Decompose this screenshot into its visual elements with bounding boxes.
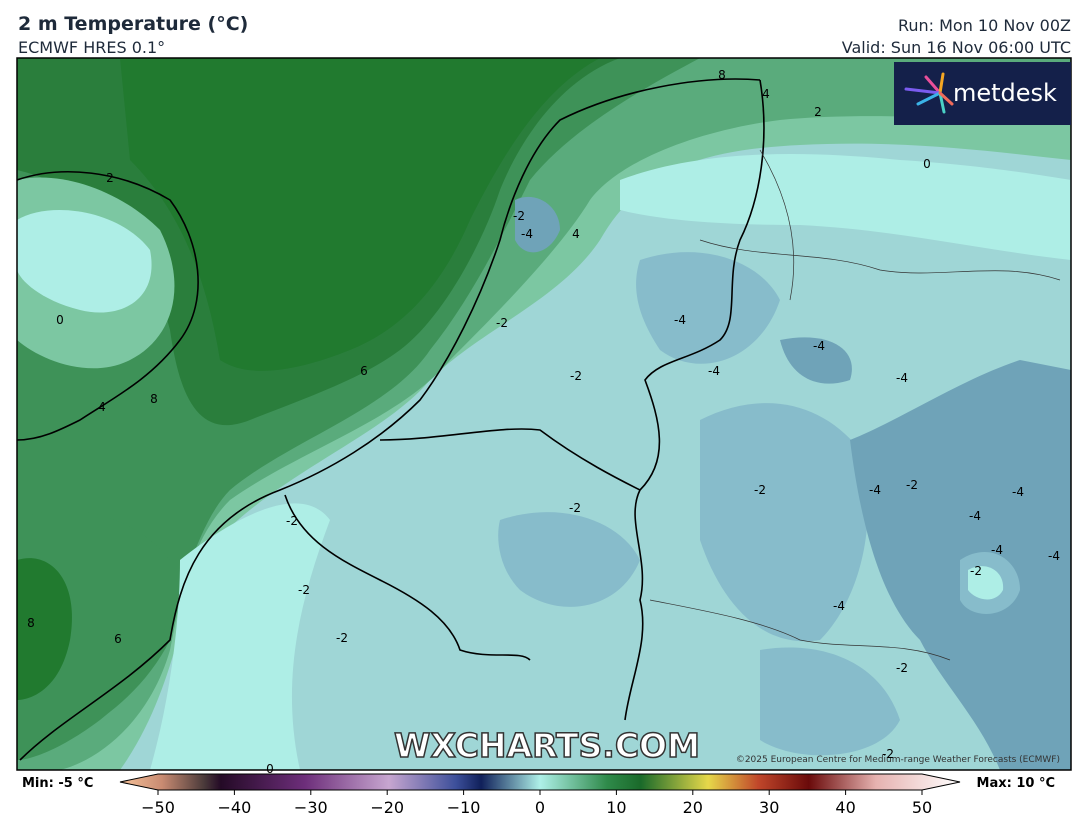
contour-label: -2 [570,369,582,383]
contour-label: -2 [896,661,908,675]
contour-label: -4 [1012,485,1024,499]
contour-label: -2 [882,747,894,761]
colorbar-tick-label: −40 [218,798,252,817]
valid-time: Valid: Sun 16 Nov 06:00 UTC [841,38,1071,57]
contour-label: 4 [572,227,580,241]
model: ECMWF HRES 0.1° [18,38,166,57]
contour-label: -2 [298,583,310,597]
contour-label: 0 [266,762,274,776]
contour-label: 8 [718,68,726,82]
colorbar-tick-label: −30 [294,798,328,817]
colorbar-tick-label: −10 [447,798,481,817]
logo-box: metdesk [894,62,1071,125]
contour-label: -2 [513,209,525,223]
contour-label: 0 [923,157,931,171]
colorbar-tick-label: 40 [835,798,855,817]
contour-label: 4 [762,87,770,101]
contour-label: 2 [814,105,822,119]
contour-label: 6 [114,632,122,646]
watermark: WXCHARTS.COM [394,726,700,765]
colorbar-tick-label: 30 [759,798,779,817]
contour-label: -2 [496,316,508,330]
contour-label: -4 [674,313,686,327]
colorbar-tick-label: 20 [683,798,703,817]
contour-label: 4 [98,400,106,414]
contour-label: -2 [906,478,918,492]
contour-label: -4 [1048,549,1060,563]
map-field [17,58,1071,770]
title: 2 m Temperature (°C) [18,13,249,35]
contour-label: -2 [970,564,982,578]
contour-label: -2 [286,514,298,528]
contour-label: 0 [56,313,64,327]
copyright: ©2025 European Centre for Medium-range W… [736,755,1060,765]
colorbar-tick-label: 0 [535,798,545,817]
contour-label: 6 [360,364,368,378]
contour-label: -2 [569,501,581,515]
colorbar-tick-label: 50 [912,798,932,817]
colorbar-min: Min: -5 °C [22,776,93,791]
contour-label: -4 [896,371,908,385]
contour-label: -2 [336,631,348,645]
contour-label: -2 [754,483,766,497]
contour-label: -4 [969,509,981,523]
colorbar-max: Max: 10 °C [977,776,1055,791]
contour-label: -4 [991,543,1003,557]
contour-label: -4 [869,483,881,497]
run-time: Run: Mon 10 Nov 00Z [897,16,1071,35]
contour-label: 2 [106,171,114,185]
colorbar-tick-label: −20 [370,798,404,817]
colorbar-tick-label: 10 [606,798,626,817]
contour-label: -4 [708,364,720,378]
map-frame [16,57,1072,771]
contour-label: -4 [813,339,825,353]
contour-label: 8 [150,392,158,406]
contour-label: -4 [521,227,533,241]
logo-text: metdesk [953,79,1057,107]
colorbar-tick-label: −50 [141,798,175,817]
contour-label: 8 [27,616,35,630]
contour-label: -4 [833,599,845,613]
colorbar [119,773,961,791]
